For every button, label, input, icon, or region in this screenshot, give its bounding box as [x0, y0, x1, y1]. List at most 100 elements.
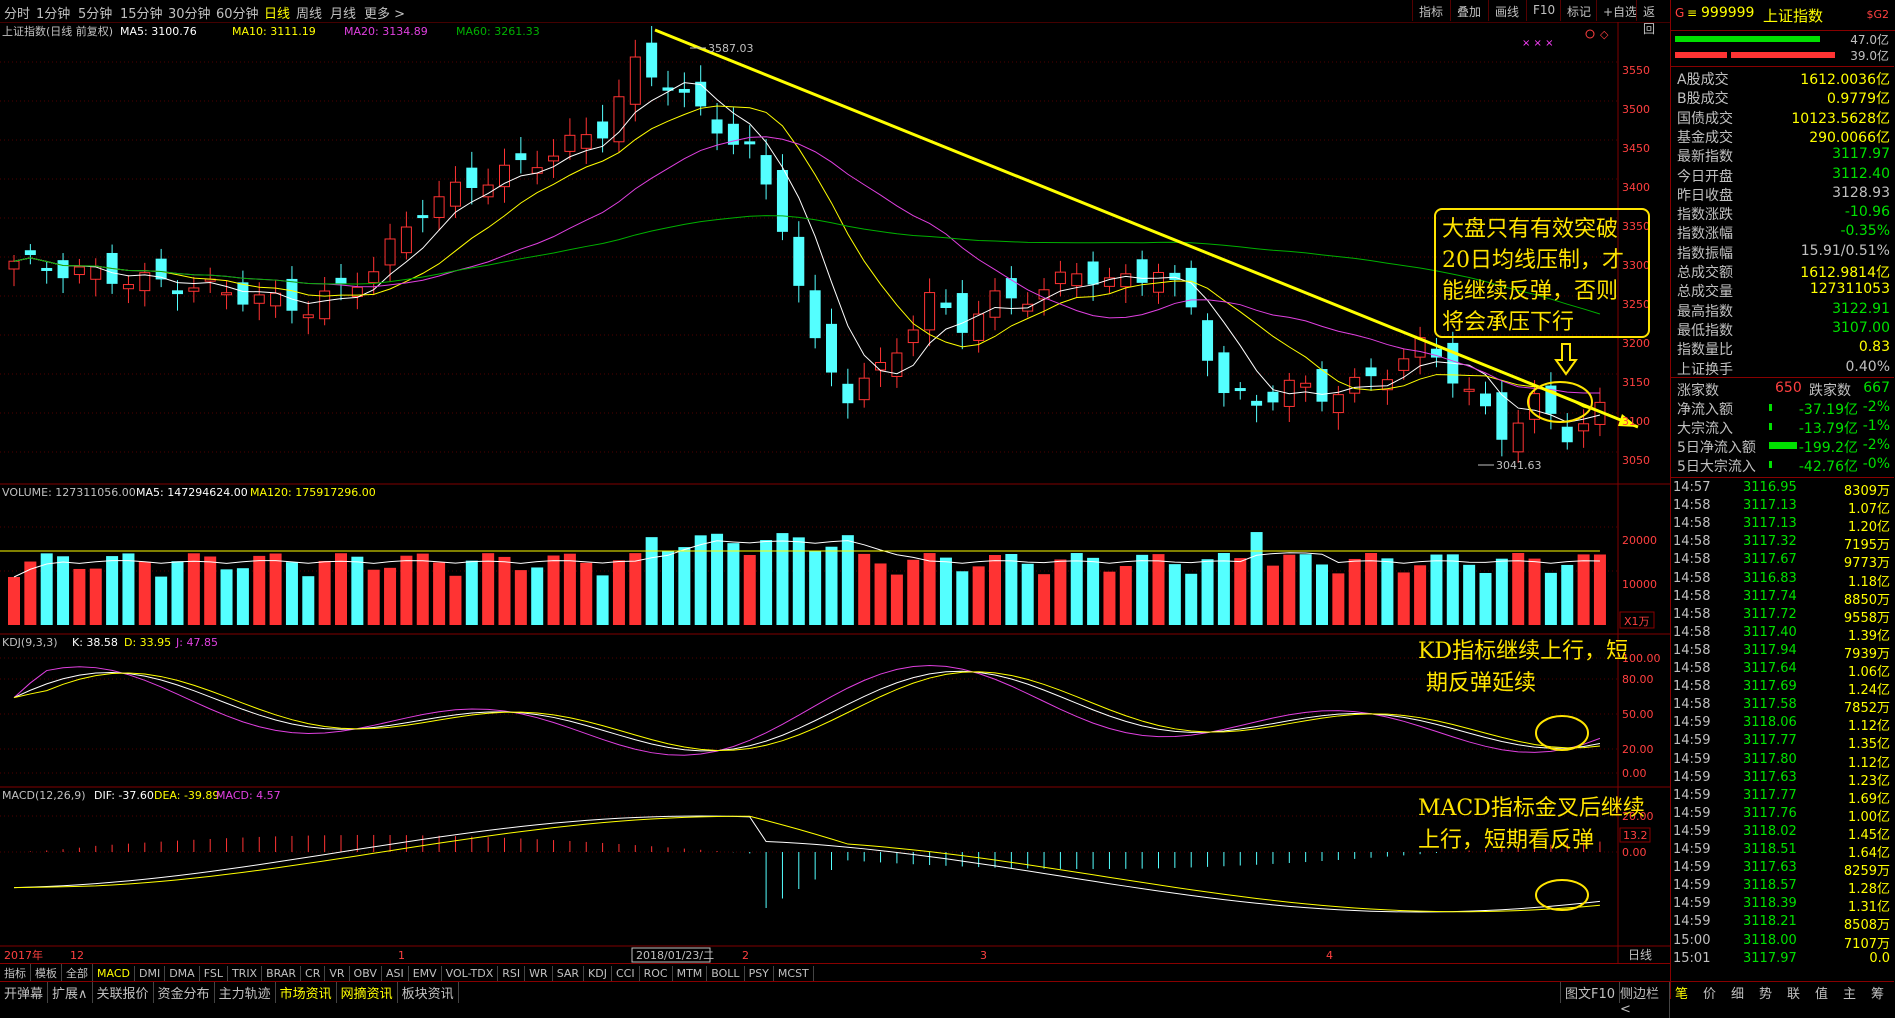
- indicator-tab[interactable]: MCST: [774, 966, 814, 981]
- tf-more[interactable]: 更多 >: [364, 7, 406, 22]
- indicator-tab[interactable]: 模板: [31, 964, 62, 982]
- indicator-tab[interactable]: MTM: [673, 966, 708, 981]
- tick-volume: 9558万: [1843, 610, 1890, 626]
- volume-bar: [1168, 564, 1181, 625]
- indicator-tab[interactable]: EMV: [409, 966, 442, 981]
- indicator-tab[interactable]: VOL-TDX: [442, 966, 499, 981]
- indicator-tab[interactable]: BRAR: [262, 966, 302, 981]
- bottom-tab[interactable]: 资金分布: [154, 982, 215, 1003]
- tick-volume: 1.06亿: [1848, 665, 1890, 680]
- indicator-tabs: 指标 模板 全部 MACD DMI DMA FSL TRIX BRAR CR VR OBV ASI EMV…: [0, 963, 1670, 982]
- tf-weekly[interactable]: 周线: [296, 7, 323, 22]
- indicator-tab[interactable]: MACD: [93, 966, 135, 981]
- side-tab-zhu[interactable]: 主: [1843, 987, 1857, 1002]
- tf-daily[interactable]: 日线: [264, 7, 291, 22]
- mark-button[interactable]: 标记: [1560, 0, 1597, 21]
- volume-bar: [678, 547, 691, 625]
- bottom-tab[interactable]: 市场资讯: [276, 982, 337, 1003]
- tf-5min[interactable]: 5分钟: [78, 7, 113, 22]
- side-tab-zhi[interactable]: 值: [1815, 987, 1829, 1002]
- indicator-tab[interactable]: 全部: [62, 964, 93, 982]
- tick-row: 14:58 3117.74 8850万: [1673, 589, 1890, 608]
- annotation-line: 能继续反弹，否则: [1442, 279, 1619, 304]
- f10-button[interactable]: F10: [1526, 0, 1561, 21]
- tf-30min[interactable]: 30分钟: [168, 7, 211, 22]
- info-mine-icon-2[interactable]: ◇: [1600, 28, 1609, 41]
- overlay-button[interactable]: 叠加: [1450, 0, 1487, 21]
- candle-body: [499, 164, 510, 188]
- indicator-tab[interactable]: 指标: [0, 964, 31, 982]
- stat-label: 指数量比: [1677, 342, 1733, 359]
- stat-row: 最高指数 3122.91: [1677, 300, 1890, 320]
- indicator-tab[interactable]: RSI: [498, 966, 526, 981]
- bottom-tab[interactable]: 关联报价: [93, 982, 154, 1003]
- candle-body: [580, 134, 592, 149]
- indicator-tab[interactable]: ROC: [640, 966, 673, 981]
- volume-bar: [1217, 553, 1230, 625]
- indicator-tab[interactable]: KDJ: [584, 966, 612, 981]
- stat-label: 国债成交: [1677, 110, 1733, 127]
- candle-body: [1169, 272, 1181, 280]
- macd-dif: DIF: -37.60: [94, 789, 154, 802]
- indicator-tab[interactable]: ASI: [382, 966, 409, 981]
- tf-60min[interactable]: 60分钟: [216, 7, 259, 22]
- tf-fenshi[interactable]: 分时: [4, 7, 31, 22]
- draw-line-button[interactable]: 画线: [1488, 0, 1525, 21]
- indicator-tab[interactable]: PSY: [745, 966, 774, 981]
- indicator-tab[interactable]: BOLL: [707, 966, 745, 981]
- volume-ma5: MA5: 147294624.00: [136, 486, 248, 499]
- back-button[interactable]: 返回: [1636, 0, 1670, 36]
- tick-time: 14:58: [1673, 552, 1711, 568]
- indicator-tab[interactable]: OBV: [350, 966, 382, 981]
- indicator-button[interactable]: 指标: [1412, 0, 1449, 21]
- side-tab-jia[interactable]: 价: [1703, 987, 1717, 1002]
- menu-icon[interactable]: ≡: [1687, 6, 1698, 20]
- volume-bar: [580, 562, 593, 625]
- info-mine-icon[interactable]: [1585, 29, 1595, 39]
- stat-label: 指数涨跌: [1677, 207, 1733, 224]
- volume-bar: [743, 554, 756, 625]
- indicator-tab[interactable]: SAR: [553, 966, 585, 981]
- indicator-tab[interactable]: CCI: [612, 966, 640, 981]
- side-tab-bi[interactable]: 笔: [1675, 987, 1689, 1002]
- candle-body: [335, 277, 347, 285]
- f10-text-button[interactable]: 图文F10: [1560, 982, 1621, 1003]
- indicator-tab[interactable]: DMA: [165, 966, 200, 981]
- bottom-tab[interactable]: 扩展∧: [48, 982, 93, 1003]
- tick-row: 14:59 3117.63 8259万: [1673, 860, 1890, 879]
- indicator-tab[interactable]: TRIX: [228, 966, 263, 981]
- bottom-tab[interactable]: 板块资讯: [398, 982, 459, 1003]
- indicator-tab[interactable]: WR: [525, 966, 553, 981]
- volume-bar: [285, 562, 298, 625]
- add-watchlist-button[interactable]: +自选: [1596, 0, 1643, 21]
- flow-value: -13.79亿: [1798, 421, 1858, 437]
- tf-15min[interactable]: 15分钟: [120, 7, 163, 22]
- macd-panel: [13, 815, 1601, 913]
- tf-1min[interactable]: 1分钟: [36, 7, 71, 22]
- price-tick: 3050: [1622, 454, 1650, 467]
- indicator-tab[interactable]: VR: [325, 966, 350, 981]
- side-tab-xi[interactable]: 细: [1731, 987, 1745, 1002]
- kline-chart[interactable]: 上证指数(日线 前复权) MA5: 3100.76 MA10: 3111.19 …: [0, 22, 1670, 963]
- bottom-tab[interactable]: 网摘资讯: [337, 982, 398, 1003]
- tick-price: 3118.21: [1743, 914, 1797, 930]
- side-tab-lian[interactable]: 联: [1787, 987, 1801, 1002]
- price-tick: 3300: [1622, 259, 1650, 272]
- stat-label: 昨日收盘: [1677, 187, 1733, 204]
- tick-price: 3117.63: [1743, 769, 1797, 785]
- flow-label: 5日大宗流入: [1677, 459, 1756, 475]
- tick-volume: 1.69亿: [1848, 791, 1890, 807]
- tick-volume: 1.64亿: [1848, 846, 1890, 861]
- indicator-tab[interactable]: DMI: [135, 966, 166, 981]
- indicator-tab[interactable]: FSL: [200, 966, 228, 981]
- indicator-tab[interactable]: CR: [301, 966, 326, 981]
- sell-bar-2: [1731, 52, 1835, 58]
- bottom-tab[interactable]: 主力轨迹: [215, 982, 276, 1003]
- volume-bar: [318, 560, 331, 625]
- sidebar-toggle-button[interactable]: 侧边栏 <: [1616, 982, 1670, 1018]
- stat-value: 3112.40: [1832, 165, 1890, 182]
- bottom-tab[interactable]: 开弹幕: [0, 982, 49, 1003]
- side-tab-shi[interactable]: 势: [1759, 987, 1773, 1002]
- side-tab-chou[interactable]: 筹: [1871, 987, 1885, 1002]
- tf-monthly[interactable]: 月线: [330, 7, 357, 22]
